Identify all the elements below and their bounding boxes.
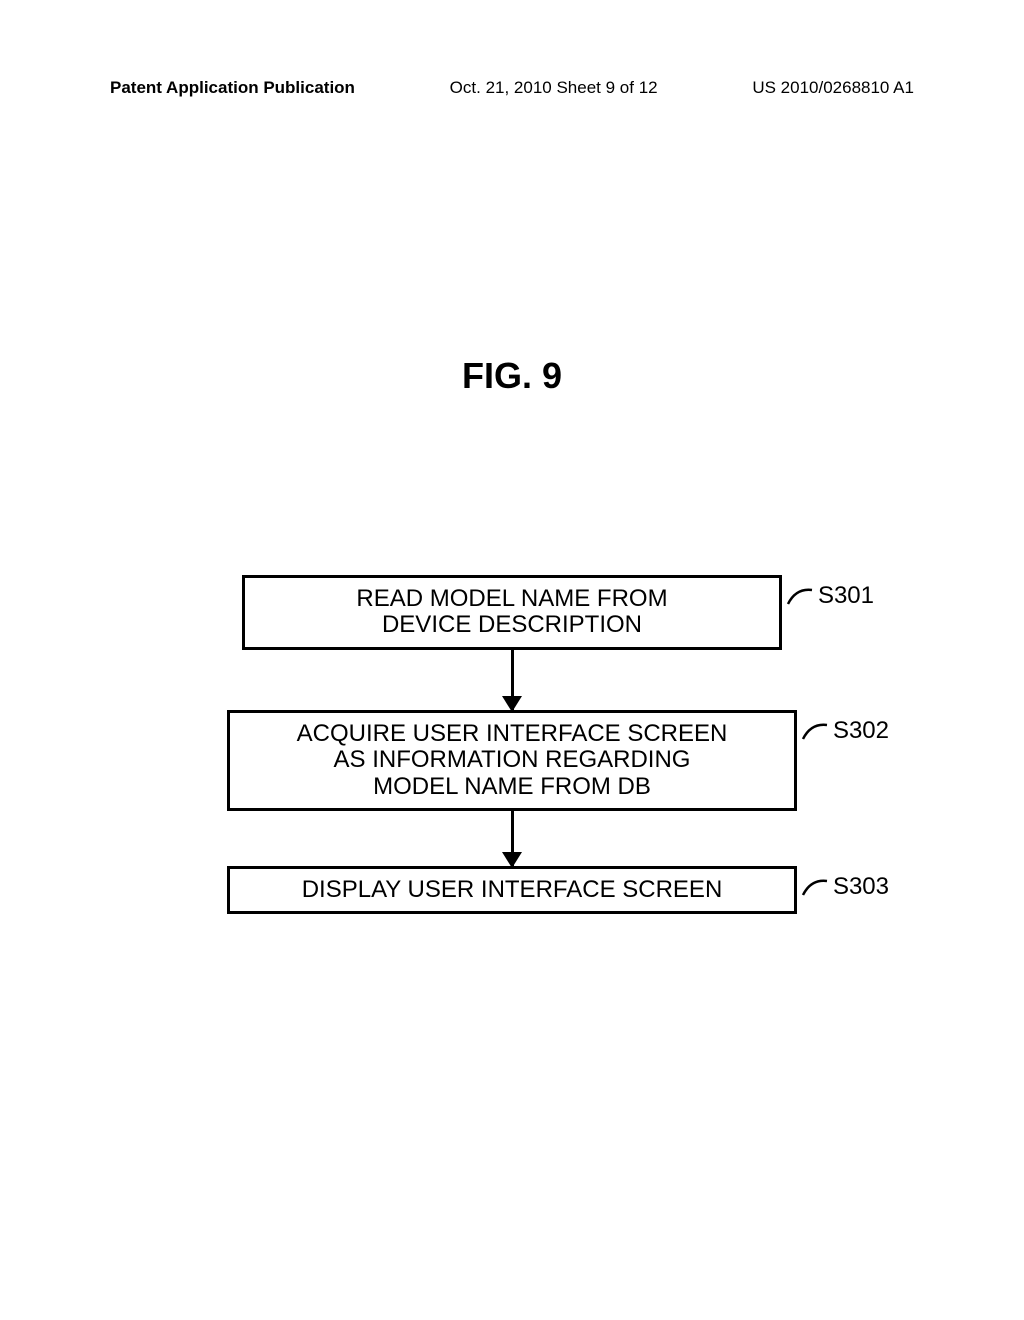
- page-header: Patent Application Publication Oct. 21, …: [0, 78, 1024, 98]
- flowchart-step-1: READ MODEL NAME FROM DEVICE DESCRIPTION …: [242, 575, 782, 650]
- publication-number: US 2010/0268810 A1: [752, 78, 914, 98]
- step-1-label: S301: [786, 583, 874, 609]
- step-2-line-1: ACQUIRE USER INTERFACE SCREEN: [297, 720, 728, 747]
- step-2-label: S302: [801, 718, 889, 744]
- step-3-line-1: DISPLAY USER INTERFACE SCREEN: [302, 876, 723, 903]
- figure-title: FIG. 9: [462, 355, 562, 397]
- step-3-id: S303: [833, 874, 889, 900]
- flowchart-container: READ MODEL NAME FROM DEVICE DESCRIPTION …: [172, 575, 852, 914]
- step-1-id: S301: [818, 583, 874, 609]
- step-3-label: S303: [801, 874, 889, 900]
- step-2-id: S302: [833, 718, 889, 744]
- step-1-line-2: DEVICE DESCRIPTION: [382, 611, 642, 638]
- date-sheet-label: Oct. 21, 2010 Sheet 9 of 12: [450, 78, 658, 98]
- leader-line-icon: [801, 721, 829, 741]
- flowchart-step-2: ACQUIRE USER INTERFACE SCREEN AS INFORMA…: [227, 710, 797, 811]
- arrow-down-icon: [511, 811, 514, 866]
- step-2-line-2: AS INFORMATION REGARDING: [334, 746, 691, 773]
- step-1-line-1: READ MODEL NAME FROM: [356, 585, 667, 612]
- flowchart-step-3: DISPLAY USER INTERFACE SCREEN S303: [227, 866, 797, 914]
- leader-line-icon: [786, 586, 814, 606]
- leader-line-icon: [801, 877, 829, 897]
- step-2-line-3: MODEL NAME FROM DB: [373, 773, 651, 800]
- arrow-down-icon: [511, 650, 514, 710]
- arrow-1-container: [172, 650, 852, 710]
- publication-label: Patent Application Publication: [110, 78, 355, 98]
- arrow-2-container: [172, 811, 852, 866]
